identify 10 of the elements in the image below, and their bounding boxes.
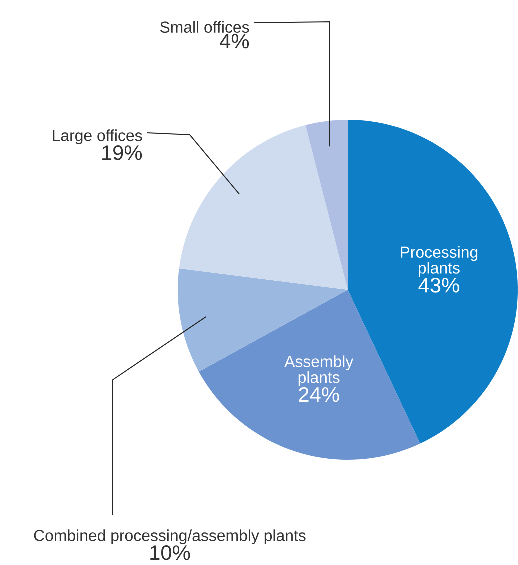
slice-label: Large offices [53,130,142,145]
slice-label: Small offices [160,21,250,34]
data-label: 24% [299,387,340,402]
slice-label: Combined processing/assembly plants [34,530,306,545]
data-label: 4% [220,34,250,49]
slice-label: Assembly plants [284,356,354,386]
data-label: 10% [150,546,190,560]
data-label: 19% [102,146,142,160]
data-label: 43% [418,278,460,293]
slice-label: Processing plants [401,246,478,278]
